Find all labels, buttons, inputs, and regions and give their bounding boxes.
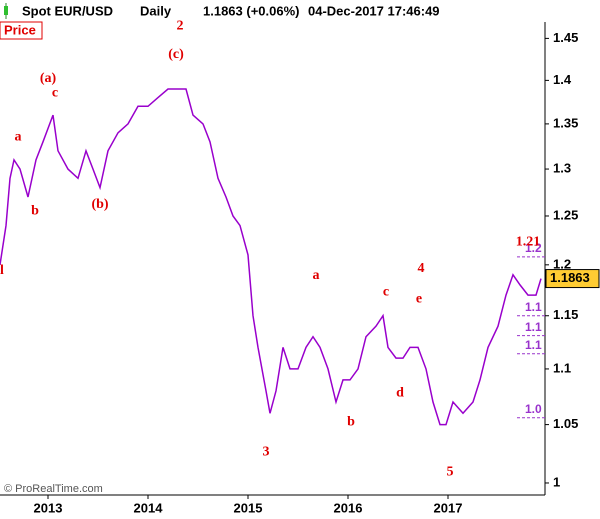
wave-label: 3 [263, 444, 270, 459]
level-label: 1.1 [525, 320, 542, 334]
footer: © ProRealTime.com [4, 483, 103, 495]
y-tick-label: 1.35 [553, 115, 578, 130]
wave-label: 2 [177, 18, 184, 33]
x-tick-label: 2013 [34, 500, 63, 515]
wave-label: 5 [447, 464, 454, 479]
price-line [0, 88, 542, 426]
last-price: 1.1863 [550, 270, 590, 285]
last-price-box [545, 269, 600, 289]
wave-label: (c) [168, 47, 184, 62]
level-label: 1.0 [525, 402, 542, 416]
wave-label: c [52, 85, 58, 100]
panel-label-box [0, 21, 43, 40]
y-tick-label: 1 [553, 474, 560, 489]
y-tick-label: 1.4 [553, 72, 572, 87]
wave-label: e [416, 291, 422, 306]
wave-label: 4 [418, 261, 425, 276]
wave-label: b [347, 415, 355, 430]
wave-label: (b) [91, 197, 108, 212]
level-label: 1.1 [525, 338, 542, 352]
wave-label: b [31, 203, 39, 218]
x-tick-label: 2017 [434, 500, 463, 515]
y-tick-label: 1.1 [553, 360, 571, 375]
y-tick-label: 1.2 [553, 256, 571, 271]
wave-label: l [0, 263, 4, 278]
quote: 1.1863 (+0.06%) [203, 3, 299, 18]
wave-label: a [313, 268, 320, 283]
x-tick-label: 2014 [134, 500, 164, 515]
x-tick-label: 2015 [234, 500, 263, 515]
wave-label: (a) [40, 71, 57, 86]
timestamp: 04-Dec-2017 17:46:49 [308, 3, 440, 18]
panel-label: Price [4, 22, 36, 37]
x-tick-label: 2016 [334, 500, 363, 515]
level-label: 1.2 [525, 241, 542, 255]
y-tick-label: 1.05 [553, 416, 578, 431]
wave-label: d [396, 385, 404, 400]
symbol: Spot EUR/USD [22, 3, 113, 18]
icon [4, 3, 8, 19]
y-tick-label: 1.3 [553, 160, 571, 175]
wave-label: a [15, 129, 22, 144]
y-tick-label: 1.15 [553, 307, 578, 322]
level-label: 1.1 [525, 300, 542, 314]
y-tick-label: 1.45 [553, 30, 578, 45]
wave-label: 1.21 [516, 234, 541, 249]
wave-label: c [383, 284, 389, 299]
y-tick-label: 1.25 [553, 207, 578, 222]
period: Daily [140, 3, 172, 18]
